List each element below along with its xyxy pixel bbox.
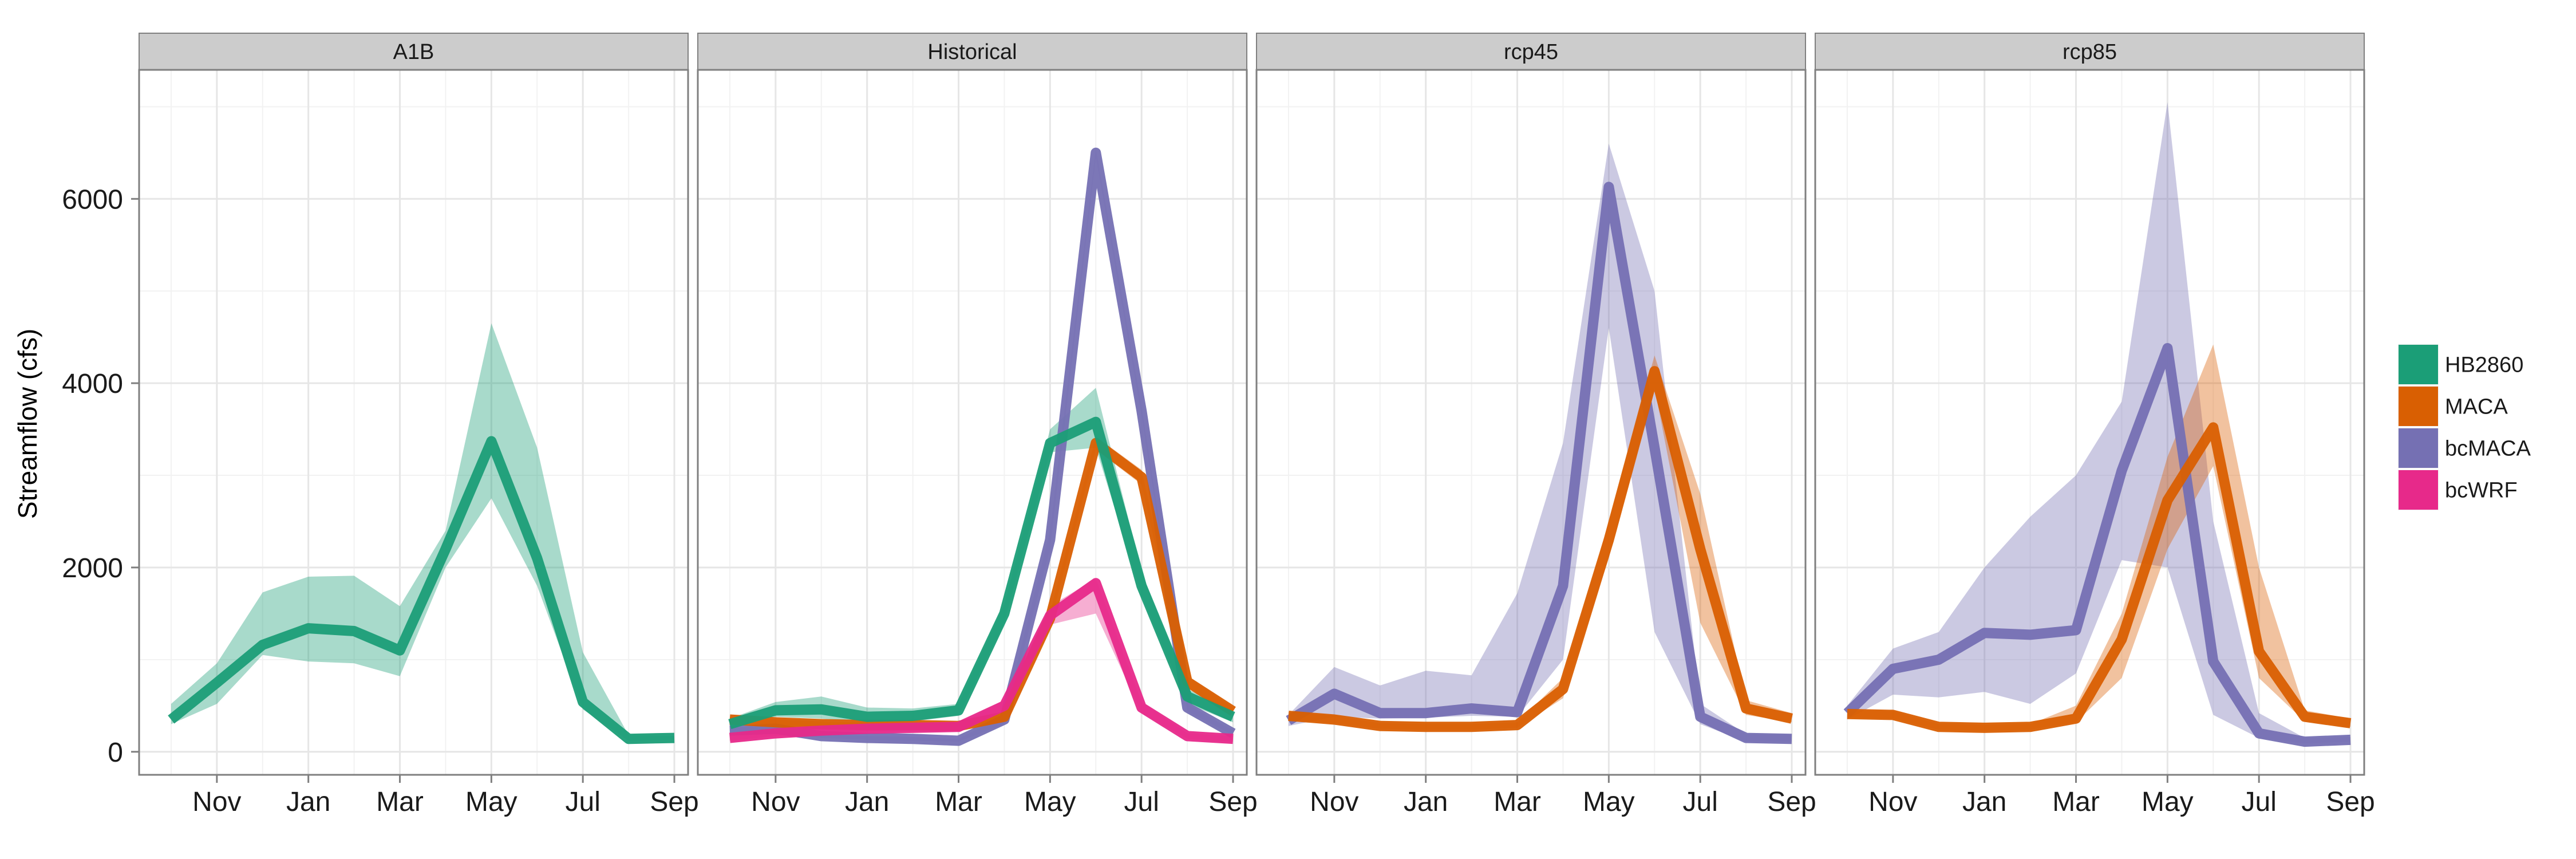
facet-strip <box>1815 33 2365 70</box>
x-tick-label: Jan <box>845 787 889 817</box>
x-tick-label: Jul <box>1124 787 1159 817</box>
line-bcmaca <box>1286 182 1792 744</box>
facet-title: Historical <box>927 40 1017 64</box>
plot-background <box>1257 70 1805 775</box>
line-bcmaca <box>1843 343 2351 747</box>
legend-item-bcwrf: bcWRF <box>2397 468 2518 511</box>
y-tick-label: 6000 <box>62 184 123 215</box>
series-layer <box>728 147 1236 746</box>
x-tick-label: Jul <box>2242 787 2277 817</box>
x-tick-label: Sep <box>650 787 698 817</box>
panel-a1b: A1B Nov Jan Mar May Jul Sep 0 2000 4000 6000 <box>62 33 699 817</box>
x-tick-label: May <box>465 787 517 817</box>
x-tick-label: Nov <box>192 787 241 817</box>
legend: HB2860 MACA bcMACA bcWRF <box>2397 343 2531 511</box>
x-tick-label: Jan <box>1962 787 2006 817</box>
line-maca <box>1288 366 1793 732</box>
legend-swatch <box>2399 470 2438 510</box>
series-layer <box>1286 143 1793 744</box>
legend-item-maca: MACA <box>2397 385 2508 428</box>
legend-label: HB2860 <box>2445 353 2523 377</box>
legend-swatch <box>2399 387 2438 426</box>
x-axis: Nov Jan Mar May Jul Sep <box>751 775 1258 817</box>
x-tick-label: Mar <box>935 787 982 817</box>
x-tick-label: May <box>1024 787 1076 817</box>
legend-swatch <box>2399 428 2438 468</box>
plot-background <box>698 70 1247 775</box>
x-axis: Nov Jan Mar May Jul Sep <box>1310 775 1816 817</box>
x-tick-label: Nov <box>751 787 800 817</box>
x-tick-label: Sep <box>1208 787 1257 817</box>
legend-item-bcmaca: bcMACA <box>2397 427 2531 470</box>
panel-border <box>1255 69 1807 776</box>
legend-item-hb2860: HB2860 <box>2397 343 2523 386</box>
line-bcwrf <box>729 578 1234 744</box>
series-layer <box>1843 102 2352 747</box>
x-tick-label: Mar <box>2052 787 2100 817</box>
gridlines <box>1815 70 2364 775</box>
x-axis: Nov Jan Mar May Jul Sep <box>1868 775 2375 817</box>
y-tick-label: 0 <box>108 738 123 768</box>
facet-title: rcp45 <box>1504 40 1558 64</box>
legend-label: bcMACA <box>2445 437 2531 461</box>
ribbon-bcmaca <box>1847 102 2350 744</box>
x-tick-label: Mar <box>376 787 424 817</box>
legend-swatch <box>2399 345 2438 384</box>
x-tick-label: May <box>2142 787 2194 817</box>
panel-border <box>1814 69 2365 776</box>
x-tick-label: May <box>1583 787 1635 817</box>
panel-border <box>697 69 1248 776</box>
panel-rcp85: rcp85 Nov Jan Mar May Jul Sep <box>1814 33 2375 817</box>
x-tick-label: Jul <box>1683 787 1718 817</box>
facet-strip <box>139 33 689 70</box>
panel-historical: Historical Nov Jan Mar May Jul Sep <box>697 33 1258 817</box>
x-tick-label: Sep <box>1767 787 1816 817</box>
plot-background <box>1815 70 2364 775</box>
facet-title: A1B <box>393 40 434 64</box>
line-hb2860 <box>168 436 675 744</box>
x-tick-label: Jan <box>1404 787 1448 817</box>
x-tick-label: Jul <box>566 787 600 817</box>
facet-strip <box>697 33 1247 70</box>
x-tick-label: Nov <box>1868 787 1917 817</box>
y-axis-title: Streamflow (cfs) <box>13 329 42 519</box>
series-layer <box>168 323 675 744</box>
facet-strip <box>1256 33 1806 70</box>
legend-label: MACA <box>2445 395 2508 419</box>
line-hb2860 <box>728 416 1235 730</box>
y-axis: 0 2000 4000 6000 <box>62 184 139 768</box>
line-maca <box>1847 422 2352 733</box>
x-tick-label: Sep <box>2326 787 2374 817</box>
panel-border <box>138 69 689 776</box>
legend-label: bcWRF <box>2445 479 2518 503</box>
ribbon-maca <box>1847 344 2350 731</box>
y-tick-label: 4000 <box>62 369 123 399</box>
facet-title: rcp85 <box>2063 40 2117 64</box>
plot-background <box>139 70 688 775</box>
x-tick-label: Jan <box>286 787 330 817</box>
y-tick-label: 2000 <box>62 553 123 584</box>
gridlines <box>139 70 688 775</box>
ribbon-bcmaca <box>1288 143 1792 742</box>
gridlines <box>698 70 1247 775</box>
x-axis: Nov Jan Mar May Jul Sep <box>192 775 699 817</box>
panel-rcp45: rcp45 Nov Jan Mar May Jul Sep <box>1255 33 1816 817</box>
x-tick-label: Nov <box>1310 787 1358 817</box>
x-tick-label: Mar <box>1494 787 1541 817</box>
